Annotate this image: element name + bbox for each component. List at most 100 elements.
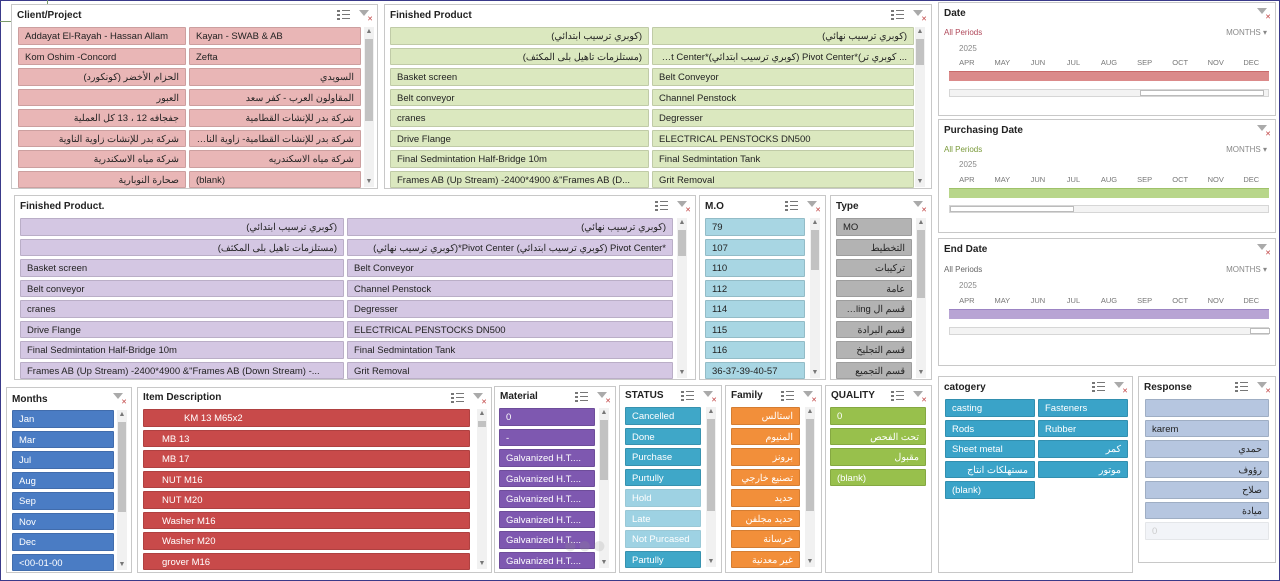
status-item[interactable]: Cancelled [625,407,701,425]
months-item[interactable]: Dec [12,533,114,551]
type-item[interactable]: تركيبات [836,259,912,277]
type-item[interactable]: قسم التجليخ [836,341,912,359]
finished2-item[interactable]: Belt Conveyor [347,259,673,277]
status-item[interactable]: Purchase [625,448,701,466]
mo-item[interactable]: 79 [705,218,805,236]
category-item[interactable]: مستهلكات انتاج [945,460,1035,478]
clear-filter-icon[interactable] [596,391,611,405]
item-item[interactable]: grover M16 [143,552,470,570]
month-label[interactable]: APR [959,175,975,184]
months-item[interactable]: Mar [12,430,114,448]
type-item[interactable]: قسم البرادة [836,320,912,338]
finished-item[interactable]: ELECTRICAL PENSTOCKS DN500 [652,129,914,147]
response-item[interactable]: 0 [1145,522,1269,540]
month-label[interactable]: AUG [1100,296,1118,305]
month-label[interactable]: OCT [1172,296,1189,305]
client-item[interactable]: العبور [18,88,186,106]
multi-select-icon[interactable] [891,9,904,21]
material-item[interactable]: Galvanized H.T.... [499,449,595,467]
client-item[interactable]: Kom Oshim -Concord [18,47,186,65]
client-item[interactable]: صحارة النوبارية [18,170,186,188]
category-item[interactable]: Rubber [1038,419,1128,437]
client-item[interactable]: الحزام الأخضر (كونكورد) [18,68,186,86]
item-item[interactable]: NUT M16 [143,470,470,488]
finished-item[interactable]: Belt Conveyor [652,68,914,86]
vertical-scrollbar[interactable]: ▲ ▼ [117,410,127,570]
client-item[interactable]: Kayan - SWAB & AB [189,27,361,45]
type-item[interactable]: قسم ال Pickling [836,300,912,318]
clear-filter-icon[interactable] [112,392,127,406]
multi-select-icon[interactable] [575,391,588,403]
month-label[interactable]: APR [959,296,975,305]
month-label[interactable]: JUN [1030,296,1046,305]
clear-filter-icon[interactable] [358,9,373,23]
month-label[interactable]: DEC [1243,296,1260,305]
months-item[interactable]: Jul [12,451,114,469]
mo-item[interactable]: 115 [705,320,805,338]
finished-item[interactable]: Frames AB (Up Stream) -2400*4900 &"Frame… [390,170,649,188]
family-item[interactable]: برونز [731,448,800,466]
material-item[interactable]: Galvanized H.T.... [499,510,595,528]
vertical-scrollbar[interactable]: ▲ ▼ [805,407,815,567]
response-item[interactable]: ميادة [1145,501,1269,519]
months-item[interactable]: Jan [12,410,114,428]
item-item[interactable]: Washer M16 [143,511,470,529]
months-item[interactable]: Nov [12,512,114,530]
month-label[interactable]: JUL [1066,296,1081,305]
finished2-item[interactable]: Belt conveyor [20,279,344,297]
month-label[interactable]: MAY [994,175,1011,184]
client-item[interactable]: Zefta [189,47,361,65]
vertical-scrollbar[interactable]: ▲ ▼ [706,407,716,567]
multi-select-icon[interactable] [781,390,794,402]
month-label[interactable]: DEC [1243,58,1260,67]
months-item[interactable]: <00-01-00 [12,553,114,571]
clear-filter-icon[interactable] [676,200,691,214]
month-label[interactable]: AUG [1100,175,1118,184]
client-item[interactable]: شركة مياه الاسكندريه [189,150,361,168]
category-item[interactable]: (blank) [945,481,1035,499]
month-label[interactable]: DEC [1243,175,1260,184]
response-item[interactable]: حمدي [1145,440,1269,458]
family-item[interactable]: خرسانة [731,530,800,548]
vertical-scrollbar[interactable]: ▲ ▼ [915,27,925,187]
family-item[interactable]: استالس [731,407,800,425]
status-item[interactable]: Partully [625,550,701,568]
material-item[interactable]: Galvanized H.T.... [499,531,595,549]
month-label[interactable]: SEP [1137,58,1153,67]
month-label[interactable]: NOV [1207,58,1224,67]
client-item[interactable]: شركة بدر للإنشات زاوية الناوية [18,129,186,147]
quality-item[interactable]: تحت الفحص [830,427,926,445]
finished2-item[interactable]: Grit Removal [347,361,673,379]
finished-item[interactable]: (مستلزمات تاهيل بلى المكثف) [390,47,649,65]
status-item[interactable]: Hold [625,489,701,507]
timeline-scrollbar[interactable] [949,327,1270,335]
clear-filter-icon[interactable] [472,392,487,406]
finished-item[interactable]: Grit Removal [652,170,914,188]
client-item[interactable]: السويدي [189,68,361,86]
vertical-scrollbar[interactable]: ▲ ▼ [916,218,926,378]
finished2-item[interactable]: ELECTRICAL PENSTOCKS DN500 [347,320,673,338]
finished2-item[interactable]: Degresser [347,300,673,318]
type-item[interactable]: عامة [836,279,912,297]
multi-select-icon[interactable] [337,9,350,21]
finished-item[interactable]: ... كوبري تر)*Pivot Center (كوبري ترسيب … [652,47,914,65]
response-item[interactable]: صلاح [1145,481,1269,499]
month-label[interactable]: SEP [1137,296,1153,305]
status-item[interactable]: Done [625,427,701,445]
finished-item[interactable]: Channel Penstock [652,88,914,106]
material-item[interactable]: Galvanized H.T.... [499,469,595,487]
multi-select-icon[interactable] [681,390,694,402]
multi-select-icon[interactable] [655,200,668,212]
material-item[interactable]: Galvanized H.T.... [499,490,595,508]
clear-filter-icon[interactable] [802,390,817,404]
mo-item[interactable]: 112 [705,279,805,297]
finished2-item[interactable]: (كوبري ترسيب ابتدائي) [20,218,344,236]
finished-item[interactable]: Final Sedmintation Tank [652,150,914,168]
month-label[interactable]: JUN [1030,175,1046,184]
month-label[interactable]: NOV [1207,296,1224,305]
item-item[interactable]: MB 13 [143,429,470,447]
vertical-scrollbar[interactable]: ▲ ▼ [810,218,820,378]
response-item[interactable] [1145,399,1269,417]
time-level-dropdown[interactable]: MONTHS ▾ [1226,265,1267,274]
finished2-item[interactable]: Drive Flange [20,320,344,338]
